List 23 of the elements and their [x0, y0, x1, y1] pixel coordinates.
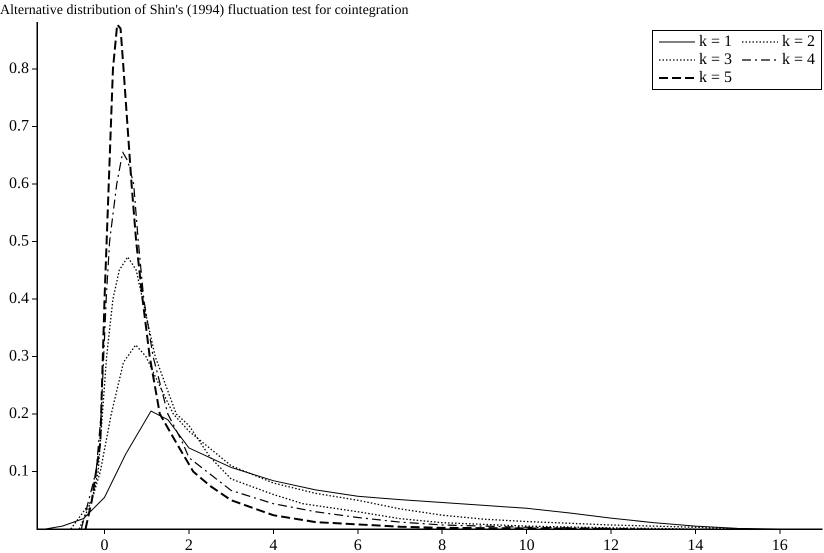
legend-label: k = 4	[782, 51, 815, 69]
y-tick-label: 0.2	[9, 405, 29, 422]
y-tick-label: 0.3	[9, 348, 29, 365]
chart-title: Alternative distribution of Shin's (1994) fluctuation test for cointegration	[0, 3, 408, 18]
y-tick-label: 0.5	[9, 232, 29, 250]
legend-label: k = 3	[698, 51, 732, 69]
x-tick-label: 2	[184, 536, 193, 553]
legend-label: k = 2	[782, 33, 815, 51]
x-tick-label: 4	[269, 536, 278, 553]
y-tick-label: 0.7	[9, 118, 29, 135]
legend-label: k = 5	[698, 69, 732, 87]
x-tick-label: 0	[100, 536, 109, 553]
y-tick-label: 0.8	[9, 60, 29, 78]
x-tick-label: 12	[602, 536, 619, 553]
y-tick-label: 0.6	[9, 175, 29, 192]
x-tick-label: 8	[438, 536, 446, 553]
x-tick-label: 10	[518, 536, 535, 553]
y-tick-label: 0.4	[9, 290, 29, 308]
y-tick-label: 0.1	[9, 462, 29, 480]
x-tick-label: 6	[354, 536, 362, 553]
x-tick-label: 14	[687, 536, 704, 553]
legend-label: k = 1	[698, 33, 732, 51]
x-tick-label: 16	[772, 536, 788, 553]
